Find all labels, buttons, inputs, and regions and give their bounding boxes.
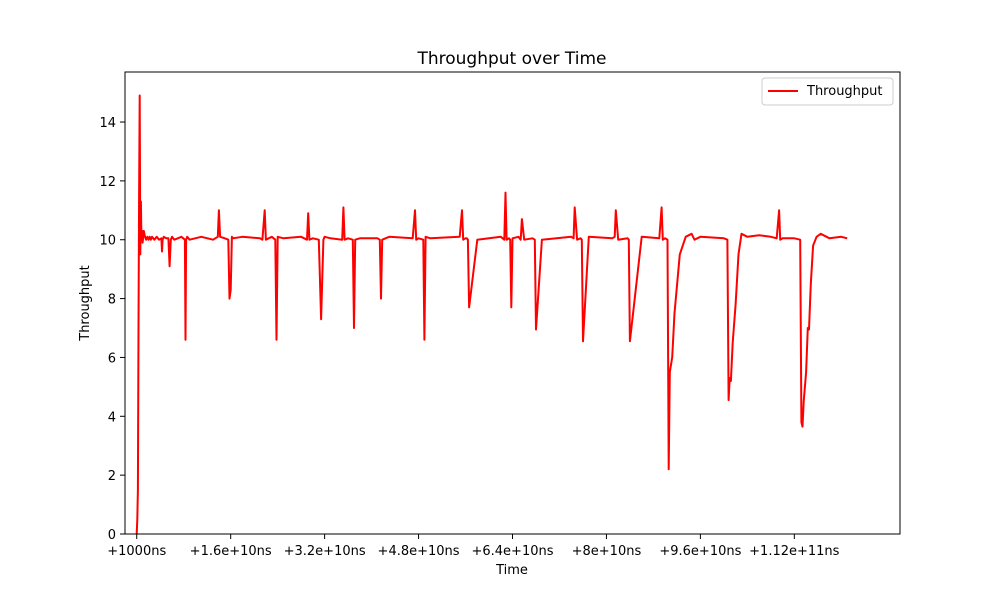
y-tick-label: 10 [99,234,116,249]
x-tick-label: +1.12e+11ns [749,544,840,559]
y-axis-ticks: 0 2 4 6 8 10 12 14 [99,116,125,543]
y-tick-label: 6 [108,351,116,366]
x-tick-label: +8e+10ns [572,544,642,559]
plot-area [135,94,848,535]
legend-box [761,77,894,106]
legend-entry-throughput: Throughput [806,84,883,99]
x-tick-label: +1000ns [107,544,166,559]
plot-frame [124,71,901,535]
x-tick-label: +6.4e+10ns [471,544,553,559]
y-tick-label: 8 [108,293,116,308]
y-tick-label: 0 [108,528,116,543]
y-tick-label: 2 [108,469,116,484]
x-axis-ticks: +1000ns +1.6e+10ns +3.2e+10ns +4.8e+10ns +6.… [107,534,840,559]
y-tick-label: 14 [99,116,116,131]
chart-title: Throughput over Time [416,49,606,69]
x-tick-label: +4.8e+10ns [378,544,460,559]
x-axis-label: Time [495,563,528,578]
x-tick-label: +1.6e+10ns [190,544,272,559]
y-tick-label: 4 [108,410,116,425]
x-tick-label: +9.6e+10ns [659,544,741,559]
y-axis-label: Throughput [78,265,93,342]
legend: Throughput [761,77,894,106]
y-tick-label: 12 [99,175,116,190]
x-tick-label: +3.2e+10ns [284,544,366,559]
series-line-throughput [135,94,848,535]
